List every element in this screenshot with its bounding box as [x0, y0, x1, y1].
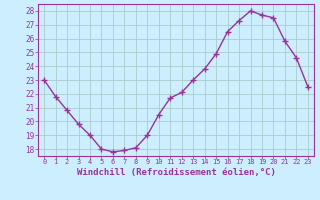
X-axis label: Windchill (Refroidissement éolien,°C): Windchill (Refroidissement éolien,°C) — [76, 168, 276, 177]
